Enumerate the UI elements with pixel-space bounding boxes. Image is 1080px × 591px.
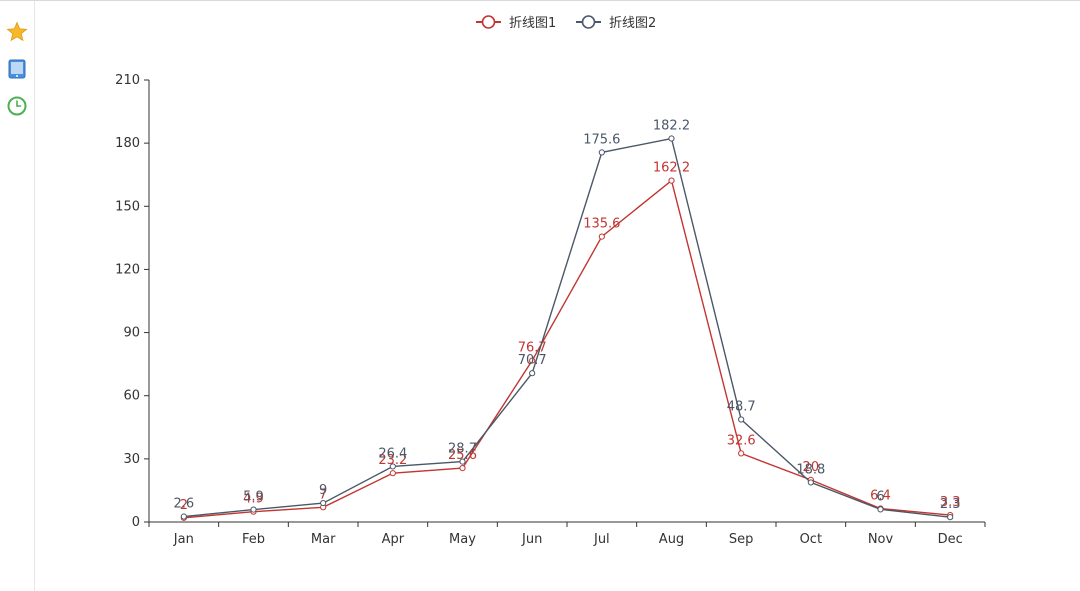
sidebar: [0, 1, 35, 591]
x-tick-label: Sep: [729, 532, 754, 547]
data-point: [598, 149, 605, 156]
data-label: 3.3: [940, 495, 961, 510]
data-point: [389, 463, 396, 470]
y-tick-label: 0: [132, 515, 140, 530]
legend-label: 折线图1: [509, 16, 556, 31]
legend-marker: [481, 15, 496, 29]
x-tick-label: May: [449, 532, 476, 547]
x-tick-label: Jun: [521, 532, 542, 547]
data-point: [529, 370, 536, 377]
legend-marker: [581, 15, 596, 29]
data-point: [250, 506, 257, 513]
data-point: [877, 506, 884, 513]
x-tick-label: Feb: [242, 532, 265, 547]
data-point: [180, 513, 187, 520]
data-label: 135.6: [583, 217, 620, 232]
data-point: [668, 177, 675, 184]
data-label: 9: [319, 483, 327, 498]
data-label: 2: [180, 498, 188, 513]
data-point: [389, 470, 396, 477]
data-label: 23.2: [378, 453, 407, 468]
series-line: [183, 179, 951, 519]
x-tick-label: Aug: [659, 532, 684, 547]
legend-label: 折线图2: [609, 16, 656, 31]
data-label: 26.4: [378, 446, 407, 461]
data-point: [807, 479, 814, 486]
star-icon[interactable]: [6, 21, 28, 43]
y-tick-label: 180: [115, 136, 140, 151]
y-tick-label: 150: [115, 199, 140, 214]
tablet-icon[interactable]: [6, 58, 28, 80]
series-line: [183, 137, 951, 518]
data-label: 32.6: [727, 433, 756, 448]
x-tick-label: Oct: [800, 532, 822, 547]
data-label: 7: [319, 487, 327, 502]
top-border: [0, 0, 1080, 1]
data-label: 4.9: [243, 492, 264, 507]
data-label: 2.3: [940, 497, 961, 512]
x-tick-label: Nov: [868, 532, 894, 547]
data-point: [320, 499, 327, 507]
data-label: 175.6: [583, 132, 620, 147]
data-point: [738, 450, 745, 457]
data-label: 28.7: [448, 442, 477, 457]
data-label: 162.2: [653, 161, 690, 176]
data-point: [459, 458, 466, 465]
y-tick-label: 30: [123, 452, 140, 467]
data-label: 6.4: [870, 489, 891, 504]
data-label: 76.7: [518, 341, 547, 356]
data-point: [668, 135, 675, 142]
data-point: [947, 514, 954, 521]
x-tick-label: Jan: [173, 532, 194, 547]
y-tick-label: 210: [115, 73, 140, 88]
data-point: [459, 465, 466, 472]
data-label: 18.8: [796, 462, 825, 477]
y-tick-label: 60: [123, 389, 140, 404]
x-tick-label: Apr: [382, 532, 405, 547]
data-point: [598, 233, 605, 240]
data-label: 20: [803, 460, 820, 475]
x-tick-label: Jul: [593, 532, 610, 547]
data-point: [529, 357, 536, 364]
x-tick-label: Dec: [938, 532, 963, 547]
y-tick-label: 120: [115, 262, 140, 277]
data-label: 2.6: [173, 497, 194, 512]
clock-icon[interactable]: [6, 95, 28, 117]
y-tick-label: 90: [123, 326, 140, 341]
data-label: 48.7: [727, 399, 756, 414]
data-label: 5.9: [243, 490, 264, 505]
data-label: 6: [876, 489, 884, 504]
x-tick-label: Mar: [311, 532, 336, 547]
data-label: 25.6: [448, 448, 477, 463]
data-label: 70.7: [518, 353, 547, 368]
data-label: 182.2: [653, 119, 690, 134]
data-point: [738, 416, 745, 423]
